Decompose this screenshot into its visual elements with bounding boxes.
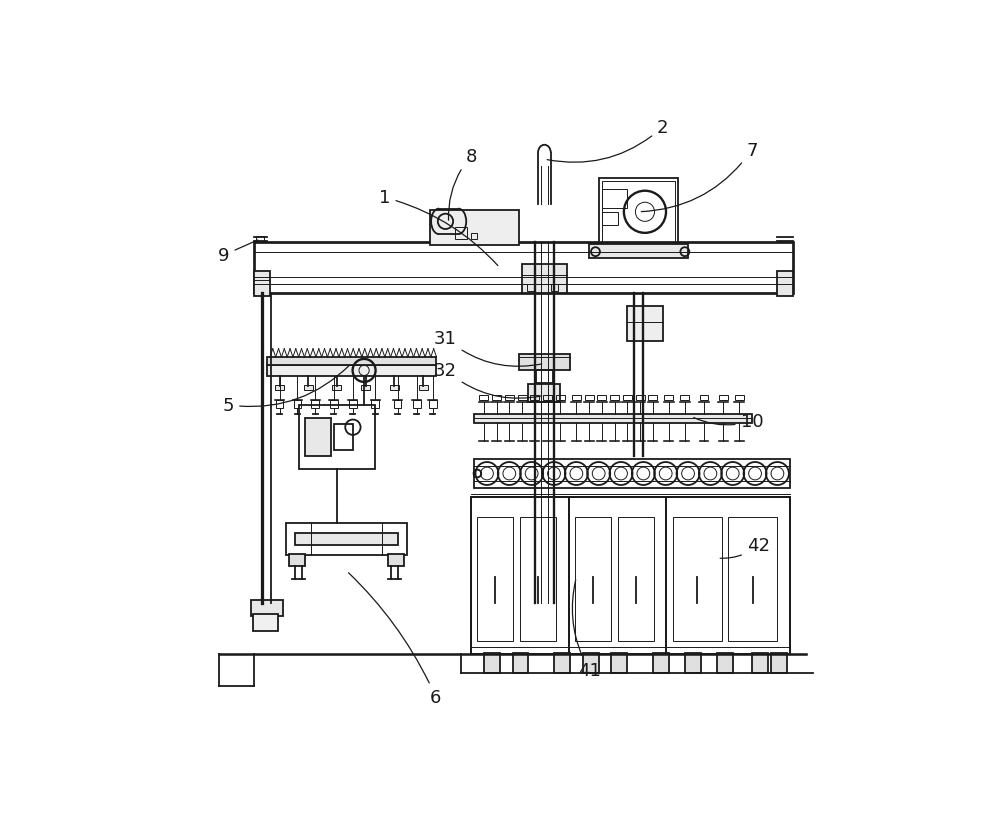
Text: 31: 31 xyxy=(434,330,542,367)
Bar xyxy=(585,396,594,401)
Bar xyxy=(519,354,570,370)
Bar xyxy=(572,396,581,401)
Bar xyxy=(275,386,284,391)
Bar xyxy=(479,396,488,401)
Text: 9: 9 xyxy=(218,241,258,265)
Bar xyxy=(332,386,341,391)
Bar xyxy=(429,400,437,408)
Bar xyxy=(492,396,501,401)
Text: 10: 10 xyxy=(694,412,763,431)
Bar xyxy=(455,229,467,239)
Bar xyxy=(602,190,627,209)
Bar xyxy=(512,652,528,673)
Bar xyxy=(717,652,733,673)
Bar xyxy=(623,396,632,401)
Bar xyxy=(589,245,688,259)
Bar xyxy=(471,498,790,654)
Bar xyxy=(299,406,375,469)
Bar xyxy=(371,400,379,408)
Bar xyxy=(583,652,599,673)
Bar xyxy=(719,396,728,401)
Text: 1: 1 xyxy=(379,189,498,267)
Bar xyxy=(484,652,500,673)
Bar xyxy=(419,386,428,391)
Bar xyxy=(390,386,399,391)
Bar xyxy=(430,211,519,246)
Bar xyxy=(664,396,673,401)
Bar xyxy=(251,599,283,616)
Bar xyxy=(349,400,357,408)
Bar xyxy=(276,400,283,408)
Bar xyxy=(728,517,777,641)
Bar xyxy=(599,179,678,246)
Bar xyxy=(666,498,790,654)
Bar xyxy=(256,237,264,243)
Text: 41: 41 xyxy=(572,580,601,679)
Bar xyxy=(618,517,654,641)
Bar xyxy=(771,652,787,673)
Bar xyxy=(554,652,570,673)
Bar xyxy=(254,272,270,297)
Bar xyxy=(680,396,689,401)
Bar xyxy=(551,284,558,292)
Text: 7: 7 xyxy=(641,142,758,213)
Bar xyxy=(253,614,278,632)
Bar xyxy=(602,182,675,243)
Bar xyxy=(294,400,301,408)
Bar xyxy=(361,386,370,391)
Bar xyxy=(530,396,539,401)
Bar xyxy=(685,652,701,673)
Bar xyxy=(267,358,436,365)
Bar xyxy=(636,396,645,401)
Bar xyxy=(520,517,556,641)
Bar xyxy=(597,396,606,401)
Text: 42: 42 xyxy=(720,537,770,559)
Bar xyxy=(528,384,560,402)
Bar xyxy=(777,272,793,297)
Bar xyxy=(610,396,619,401)
Bar xyxy=(505,396,514,401)
Bar xyxy=(388,554,404,566)
Bar xyxy=(254,243,793,294)
Bar xyxy=(474,414,752,423)
Bar xyxy=(569,498,666,654)
Bar xyxy=(575,517,611,641)
Bar xyxy=(735,396,744,401)
Bar xyxy=(471,233,477,239)
Bar xyxy=(627,306,663,342)
Bar xyxy=(474,460,790,489)
Bar xyxy=(518,396,527,401)
Text: 6: 6 xyxy=(349,573,442,706)
Bar xyxy=(752,652,768,673)
Bar xyxy=(295,533,398,546)
Bar xyxy=(653,652,669,673)
Text: 32: 32 xyxy=(434,361,542,399)
Bar xyxy=(522,265,567,294)
Bar xyxy=(543,396,552,401)
Bar xyxy=(286,523,407,556)
Bar xyxy=(311,400,319,408)
Bar xyxy=(267,365,436,377)
Text: 2: 2 xyxy=(547,119,668,163)
Bar xyxy=(536,370,553,383)
Bar xyxy=(527,284,535,292)
Bar xyxy=(611,652,627,673)
Bar xyxy=(556,396,565,401)
Bar xyxy=(413,400,421,408)
Bar xyxy=(304,386,313,391)
Bar xyxy=(289,554,305,566)
Bar xyxy=(330,400,338,408)
Bar xyxy=(394,400,401,408)
Bar xyxy=(602,213,618,226)
Bar xyxy=(334,425,353,450)
Bar xyxy=(648,396,657,401)
Bar xyxy=(673,517,722,641)
Text: 5: 5 xyxy=(223,366,349,414)
Bar xyxy=(305,418,331,456)
Bar xyxy=(471,498,569,654)
Text: 8: 8 xyxy=(448,147,477,221)
Bar xyxy=(477,517,513,641)
Bar xyxy=(700,396,708,401)
